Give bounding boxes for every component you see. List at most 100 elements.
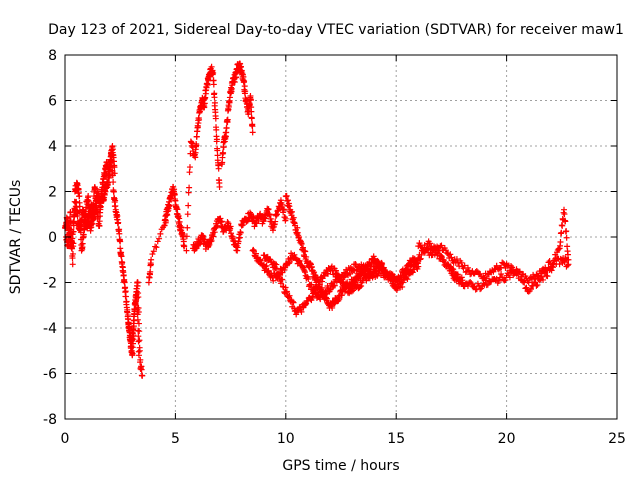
data-point [399, 283, 406, 290]
data-point [558, 229, 565, 236]
data-point [110, 179, 117, 186]
data-point [273, 261, 280, 268]
data-point [269, 227, 276, 234]
data-point [201, 100, 208, 107]
data-point [210, 81, 217, 88]
data-point [186, 164, 193, 171]
data-point [118, 253, 125, 260]
data-point [381, 274, 388, 281]
data-point [387, 274, 394, 281]
data-point [417, 256, 424, 263]
data-point [136, 337, 143, 344]
data-point [541, 268, 548, 275]
data-point [193, 133, 200, 140]
data-point [458, 259, 465, 266]
data-point [133, 288, 140, 295]
data-point [550, 260, 557, 267]
data-point [196, 116, 203, 123]
data-point [181, 243, 188, 250]
data-point [130, 323, 137, 330]
data-point [324, 270, 331, 277]
y-tick-label: -4 [43, 321, 57, 337]
x-axis-label: GPS time / hours [282, 458, 399, 474]
data-point [289, 298, 296, 305]
data-point [67, 208, 74, 215]
data-point [375, 268, 382, 275]
data-point [185, 202, 192, 209]
data-point [562, 218, 569, 225]
data-point [282, 284, 289, 291]
data-point [200, 233, 207, 240]
y-tick-label: -6 [43, 367, 57, 383]
data-point [157, 230, 164, 237]
data-point [302, 248, 309, 255]
data-point [301, 267, 308, 274]
data-point [296, 257, 303, 264]
data-point [116, 230, 123, 237]
data-point [498, 270, 505, 277]
data-point [285, 293, 292, 300]
data-point [311, 285, 318, 292]
data-point [285, 197, 292, 204]
data-point [502, 277, 509, 283]
data-point [184, 211, 191, 218]
data-point [443, 250, 450, 257]
data-point [110, 188, 117, 195]
data-point [204, 82, 211, 89]
data-point [317, 296, 324, 303]
data-point [403, 274, 410, 281]
x-tick-label: 10 [277, 431, 295, 447]
data-point [147, 268, 154, 275]
data-point [218, 218, 225, 225]
data-point [418, 244, 425, 251]
data-point [282, 215, 289, 222]
data-point [76, 203, 83, 210]
data-point [212, 115, 219, 122]
data-point [135, 338, 142, 345]
data-point [525, 279, 532, 286]
x-tick-label: 15 [387, 431, 405, 447]
data-point [152, 243, 159, 250]
data-point [288, 208, 295, 215]
data-point [437, 243, 444, 250]
data-point [215, 165, 222, 172]
data-point [564, 262, 571, 269]
data-point [87, 227, 94, 234]
data-point [358, 283, 365, 290]
data-point [139, 372, 146, 379]
y-tick-label: -8 [43, 412, 57, 428]
data-point [74, 212, 81, 219]
data-point [542, 269, 549, 276]
data-point [540, 276, 547, 283]
data-point [242, 88, 249, 95]
data-point [211, 99, 218, 106]
data-point [527, 286, 534, 293]
data-point [246, 101, 253, 108]
data-point [565, 256, 572, 263]
data-point [333, 273, 340, 280]
data-point [216, 183, 223, 190]
data-point [213, 126, 220, 133]
y-tick-label: 2 [48, 185, 57, 201]
data-point [563, 228, 570, 235]
data-point [77, 208, 84, 215]
data-point [438, 254, 445, 261]
data-point [275, 271, 282, 278]
data-point [388, 275, 395, 282]
data-point [467, 271, 474, 278]
data-point [385, 271, 392, 278]
data-point [237, 229, 244, 236]
data-point [248, 115, 255, 122]
data-point [452, 270, 459, 277]
data-point [223, 124, 230, 131]
data-point [79, 240, 86, 247]
chart-title: Day 123 of 2021, Sidereal Day-to-day VTE… [48, 22, 624, 38]
data-point [86, 205, 93, 212]
data-point [506, 274, 513, 281]
data-point [308, 281, 315, 288]
data-point [533, 282, 540, 289]
data-point [227, 223, 234, 230]
data-point [331, 282, 338, 289]
data-point [134, 311, 141, 318]
data-point [183, 247, 190, 254]
